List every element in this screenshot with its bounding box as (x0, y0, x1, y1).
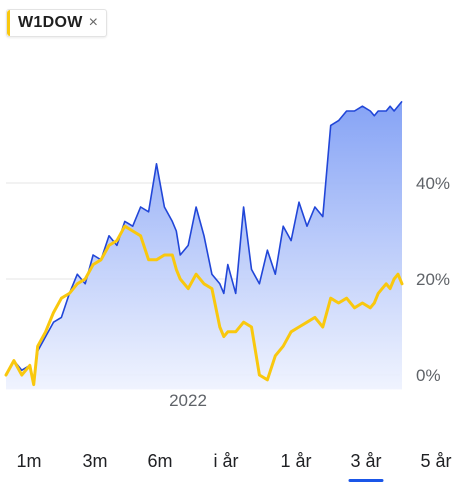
legend-label: W1DOW (18, 14, 83, 31)
range-button[interactable]: i år (213, 451, 239, 471)
range-button[interactable]: 1 år (280, 451, 312, 471)
price-chart: 0% 20% 40% 2022 (4, 100, 450, 410)
range-button[interactable]: 6m (147, 451, 173, 471)
time-range-selector: 1m 3m 6m i år 1 år 3 år 5 år (0, 451, 472, 482)
y-tick-label: 0% (416, 366, 441, 385)
y-tick-label: 20% (416, 270, 450, 289)
comparison-area (6, 101, 402, 390)
legend-swatch (7, 10, 10, 36)
close-icon[interactable]: × (88, 14, 98, 31)
y-tick-label: 40% (416, 174, 450, 193)
y-axis-ticks: 0% 20% 40% (416, 174, 450, 385)
x-tick-label: 2022 (169, 391, 207, 410)
comparison-line (5, 100, 403, 386)
legend-chip: W1DOW × (6, 9, 107, 37)
range-button[interactable]: 1m (16, 451, 42, 471)
area-layer (6, 101, 402, 390)
range-button[interactable]: 3m (82, 451, 108, 471)
range-button[interactable]: 3 år (348, 451, 384, 482)
range-button[interactable]: 5 år (420, 451, 452, 471)
primary-line (4, 224, 404, 387)
x-axis-ticks: 2022 (169, 391, 207, 410)
line-layer (4, 100, 404, 387)
